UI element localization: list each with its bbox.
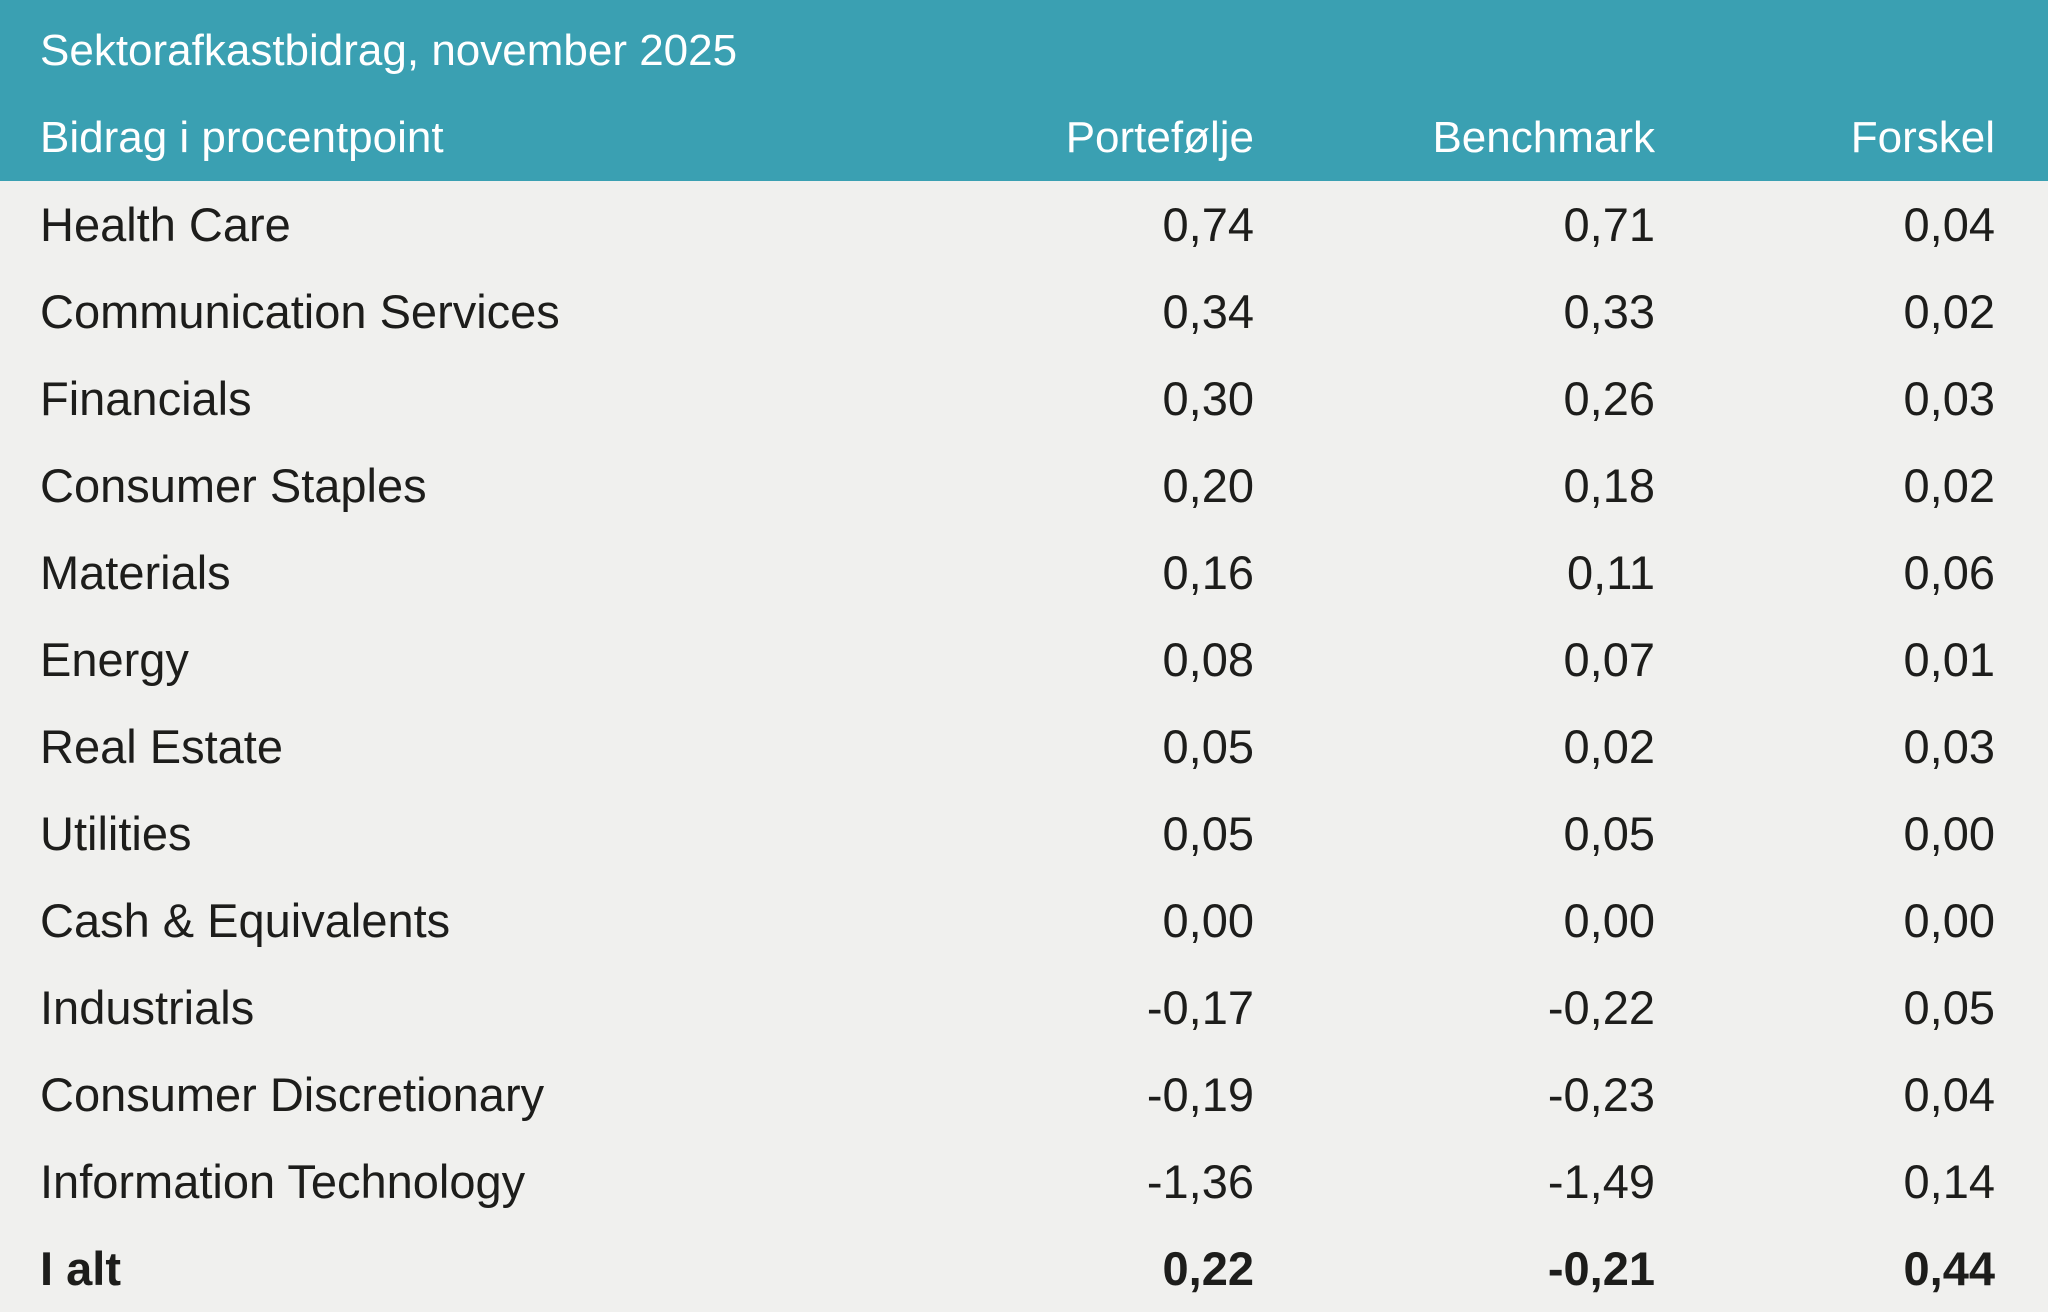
portfolio-value: 0,05 xyxy=(1162,720,1254,773)
benchmark-value: 0,02 xyxy=(1563,720,1655,773)
benchmark-value: -0,23 xyxy=(1547,1068,1655,1121)
table-title-row: Sektorafkastbidrag, november 2025 xyxy=(0,0,2048,94)
benchmark-value: 0,05 xyxy=(1563,807,1655,860)
sector-label: Energy xyxy=(40,633,189,686)
sector-label: Utilities xyxy=(40,807,192,860)
column-header-portfolio: Portefølje xyxy=(954,94,1254,181)
total-portfolio-value: 0,22 xyxy=(1162,1242,1254,1295)
table-row: Communication Services 0,34 0,33 0,02 xyxy=(0,268,2048,355)
portfolio-value: 0,30 xyxy=(1162,372,1254,425)
table-row: Consumer Staples 0,20 0,18 0,02 xyxy=(0,442,2048,529)
difference-value: 0,00 xyxy=(1903,807,1996,860)
table-row: Materials 0,16 0,11 0,06 xyxy=(0,529,2048,616)
table-title: Sektorafkastbidrag, november 2025 xyxy=(0,0,2048,94)
benchmark-value: -1,49 xyxy=(1547,1155,1655,1208)
sector-label: Consumer Staples xyxy=(40,459,427,512)
total-row: I alt 0,22 -0,21 0,44 xyxy=(0,1225,2048,1312)
sector-label: Consumer Discretionary xyxy=(40,1068,545,1121)
benchmark-value: -0,22 xyxy=(1547,981,1655,1034)
portfolio-value: 0,74 xyxy=(1162,198,1254,251)
difference-value: 0,00 xyxy=(1903,894,1996,947)
table-row: Consumer Discretionary -0,19 -0,23 0,04 xyxy=(0,1051,2048,1138)
difference-value: 0,01 xyxy=(1903,633,1996,686)
difference-value: 0,14 xyxy=(1903,1155,1996,1208)
benchmark-value: 0,07 xyxy=(1563,633,1655,686)
portfolio-value: 0,05 xyxy=(1162,807,1254,860)
difference-value: 0,02 xyxy=(1903,285,1996,338)
table-row: Information Technology -1,36 -1,49 0,14 xyxy=(0,1138,2048,1225)
column-header-row: Bidrag i procentpoint Portefølje Benchma… xyxy=(0,94,2048,181)
benchmark-value: 0,00 xyxy=(1563,894,1655,947)
benchmark-value: 0,26 xyxy=(1563,372,1655,425)
difference-value: 0,06 xyxy=(1903,546,1996,599)
portfolio-value: -1,36 xyxy=(1146,1155,1254,1208)
table-row: Energy 0,08 0,07 0,01 xyxy=(0,616,2048,703)
sector-label: Materials xyxy=(40,546,231,599)
difference-value: 0,03 xyxy=(1903,720,1996,773)
sector-label: Real Estate xyxy=(40,720,283,773)
sector-label: Health Care xyxy=(40,198,291,251)
table-body: Health Care 0,74 0,71 0,04 Communication… xyxy=(0,181,2048,1312)
portfolio-value: 0,34 xyxy=(1162,285,1254,338)
portfolio-value: 0,20 xyxy=(1162,459,1254,512)
difference-value: 0,04 xyxy=(1903,198,1996,251)
portfolio-value: -0,17 xyxy=(1146,981,1254,1034)
difference-value: 0,03 xyxy=(1903,372,1996,425)
table-row: Cash & Equivalents 0,00 0,00 0,00 xyxy=(0,877,2048,964)
total-benchmark-value: -0,21 xyxy=(1547,1242,1655,1295)
sector-label: Industrials xyxy=(40,981,255,1034)
table-row: Utilities 0,05 0,05 0,00 xyxy=(0,790,2048,877)
benchmark-value: 0,33 xyxy=(1563,285,1655,338)
total-difference-value: 0,44 xyxy=(1903,1242,1996,1295)
table-row: Industrials -0,17 -0,22 0,05 xyxy=(0,964,2048,1051)
portfolio-value: 0,16 xyxy=(1162,546,1254,599)
benchmark-value: 0,11 xyxy=(1567,546,1655,599)
table-header: Sektorafkastbidrag, november 2025 Bidrag… xyxy=(0,0,2048,181)
table-row: Financials 0,30 0,26 0,03 xyxy=(0,355,2048,442)
sector-label: Cash & Equivalents xyxy=(40,894,451,947)
difference-value: 0,04 xyxy=(1903,1068,1996,1121)
portfolio-value: 0,00 xyxy=(1162,894,1254,947)
sector-label: Information Technology xyxy=(40,1155,526,1208)
sector-label: Financials xyxy=(40,372,252,425)
sector-label: Communication Services xyxy=(40,285,560,338)
benchmark-value: 0,18 xyxy=(1563,459,1655,512)
difference-value: 0,02 xyxy=(1903,459,1996,512)
table-row: Health Care 0,74 0,71 0,04 xyxy=(0,181,2048,268)
table-row: Real Estate 0,05 0,02 0,03 xyxy=(0,703,2048,790)
total-label: I alt xyxy=(40,1242,121,1295)
column-header-difference: Forskel xyxy=(1655,94,2048,181)
portfolio-value: 0,08 xyxy=(1162,633,1254,686)
difference-value: 0,05 xyxy=(1903,981,1996,1034)
column-header-benchmark: Benchmark xyxy=(1254,94,1655,181)
column-header-unit: Bidrag i procentpoint xyxy=(0,94,954,181)
portfolio-value: -0,19 xyxy=(1146,1068,1254,1121)
benchmark-value: 0,71 xyxy=(1563,198,1655,251)
